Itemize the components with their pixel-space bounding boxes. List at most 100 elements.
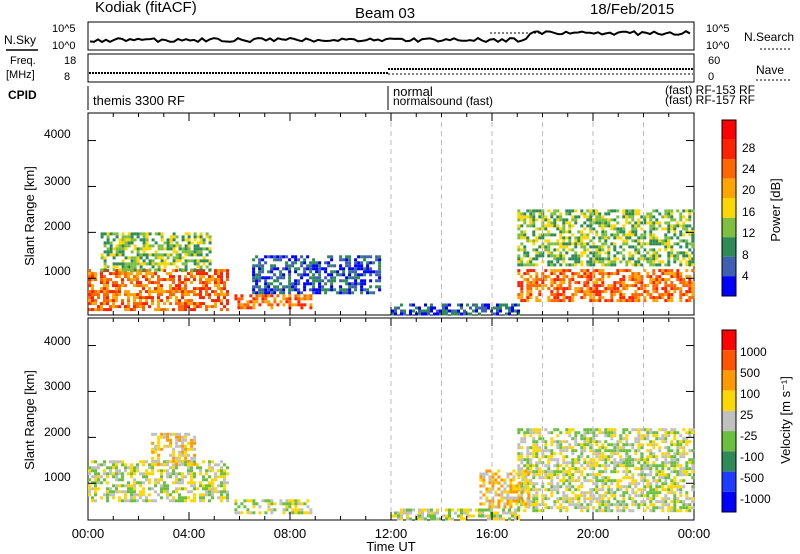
power-cell bbox=[285, 297, 289, 301]
vel-cell bbox=[175, 466, 178, 470]
vel-cell bbox=[103, 472, 106, 476]
power-cell bbox=[613, 272, 617, 276]
vel-cell bbox=[211, 469, 214, 473]
power-cell bbox=[267, 303, 271, 307]
power-cell bbox=[181, 256, 185, 260]
vel-cell bbox=[88, 478, 91, 482]
vel-cell bbox=[109, 487, 112, 491]
power-cell bbox=[270, 306, 274, 310]
vel-cell bbox=[643, 488, 647, 492]
power-cell bbox=[303, 285, 307, 289]
power-cell bbox=[547, 254, 551, 258]
power-cell bbox=[88, 299, 91, 303]
power-cell bbox=[664, 281, 668, 285]
vel-cell bbox=[300, 502, 304, 506]
power-cell bbox=[157, 305, 160, 309]
power-cell bbox=[205, 253, 209, 257]
power-cell bbox=[640, 284, 644, 288]
power-cell bbox=[166, 262, 170, 266]
power-cell bbox=[574, 290, 578, 294]
power-cell bbox=[529, 284, 533, 288]
vel-cell bbox=[595, 500, 599, 504]
power-cell bbox=[103, 302, 106, 306]
power-cell bbox=[631, 239, 635, 243]
vel-cell bbox=[518, 487, 522, 491]
vel-cell bbox=[145, 475, 148, 479]
power-cell bbox=[151, 296, 154, 300]
power-cell bbox=[664, 245, 668, 249]
power-cell bbox=[288, 300, 292, 304]
vel-cbar-segment bbox=[722, 471, 736, 492]
power-cell bbox=[691, 287, 695, 291]
power-cell bbox=[264, 279, 268, 283]
power-cell bbox=[115, 253, 119, 257]
power-cell bbox=[643, 296, 647, 300]
power-cell bbox=[628, 230, 632, 234]
vel-cell bbox=[682, 506, 686, 510]
power-cell bbox=[243, 306, 247, 310]
vel-cell bbox=[637, 434, 641, 438]
vel-cell bbox=[655, 491, 659, 495]
power-cell bbox=[625, 263, 629, 267]
vel-cell bbox=[643, 503, 647, 507]
vel-cell bbox=[571, 479, 575, 483]
vel-cell bbox=[559, 443, 563, 447]
power-cell bbox=[622, 212, 626, 216]
vel-cell bbox=[670, 491, 674, 495]
velocity-heatmap bbox=[88, 428, 695, 521]
power-cell bbox=[583, 236, 587, 240]
vel-cell bbox=[565, 464, 569, 468]
power-cell bbox=[181, 235, 185, 239]
power-cell bbox=[628, 212, 632, 216]
power-cell bbox=[142, 259, 146, 263]
power-cell bbox=[592, 251, 596, 255]
power-cell bbox=[157, 308, 160, 312]
power-cell bbox=[562, 287, 566, 291]
vel-cell bbox=[631, 491, 635, 495]
power-cell bbox=[529, 224, 533, 228]
vel-cell bbox=[496, 511, 499, 515]
power-cell bbox=[580, 290, 584, 294]
power-cell bbox=[127, 305, 130, 309]
power-cell bbox=[595, 287, 599, 291]
vel-cell bbox=[190, 484, 193, 488]
power-cell bbox=[592, 245, 596, 249]
power-cell bbox=[294, 255, 298, 259]
power-cell bbox=[154, 268, 158, 272]
power-cell bbox=[589, 287, 593, 291]
vel-cell bbox=[482, 484, 486, 488]
power-cell bbox=[580, 254, 584, 258]
power-cell bbox=[348, 261, 352, 265]
vel-cell bbox=[226, 490, 229, 494]
vel-cell bbox=[550, 506, 554, 510]
vel-cell bbox=[688, 506, 692, 510]
power-cell bbox=[682, 254, 686, 258]
power-cell bbox=[193, 287, 196, 291]
power-cell bbox=[372, 261, 376, 265]
power-cell bbox=[589, 215, 593, 219]
vel-cell bbox=[106, 487, 109, 491]
power-cell bbox=[178, 299, 181, 303]
vel-cell bbox=[601, 497, 605, 501]
vel-cell bbox=[559, 497, 563, 501]
vel-cell bbox=[523, 464, 527, 468]
vel-cell bbox=[652, 506, 656, 510]
power-cell bbox=[583, 275, 587, 279]
power-cell bbox=[598, 236, 602, 240]
vel-cell bbox=[157, 438, 161, 442]
power-cell bbox=[613, 209, 617, 213]
power-cell bbox=[643, 215, 647, 219]
power-cell bbox=[208, 259, 212, 263]
vel-cell bbox=[604, 491, 608, 495]
vel-cell bbox=[223, 469, 226, 473]
vel-cell bbox=[121, 484, 124, 488]
vel-cell bbox=[91, 499, 94, 503]
vel-cell bbox=[509, 481, 513, 485]
vel-cell bbox=[667, 431, 671, 435]
power-cell bbox=[205, 305, 208, 309]
vel-cell bbox=[625, 443, 629, 447]
vel-cell bbox=[676, 509, 680, 513]
power-cell bbox=[315, 288, 319, 292]
vel-cell bbox=[679, 455, 683, 459]
power-cell bbox=[664, 215, 668, 219]
